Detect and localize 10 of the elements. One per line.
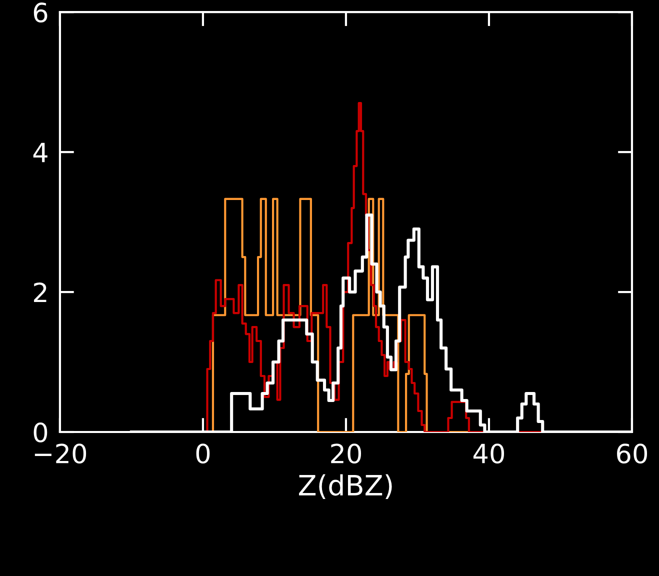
y-tick-label: 4 (33, 142, 48, 162)
x-axis-title: Z(dBZ) (299, 474, 392, 499)
x-tick-label: 60 (617, 444, 648, 464)
y-tick-label: 0 (34, 422, 48, 442)
x-tick-label: 20 (331, 444, 362, 464)
x-tick-label: −20 (34, 444, 86, 464)
y-tick-label: 6 (34, 2, 48, 22)
x-tick-label: 0 (196, 444, 210, 464)
x-tick-label: 40 (473, 444, 504, 464)
y-tick-label: 2 (34, 282, 46, 302)
